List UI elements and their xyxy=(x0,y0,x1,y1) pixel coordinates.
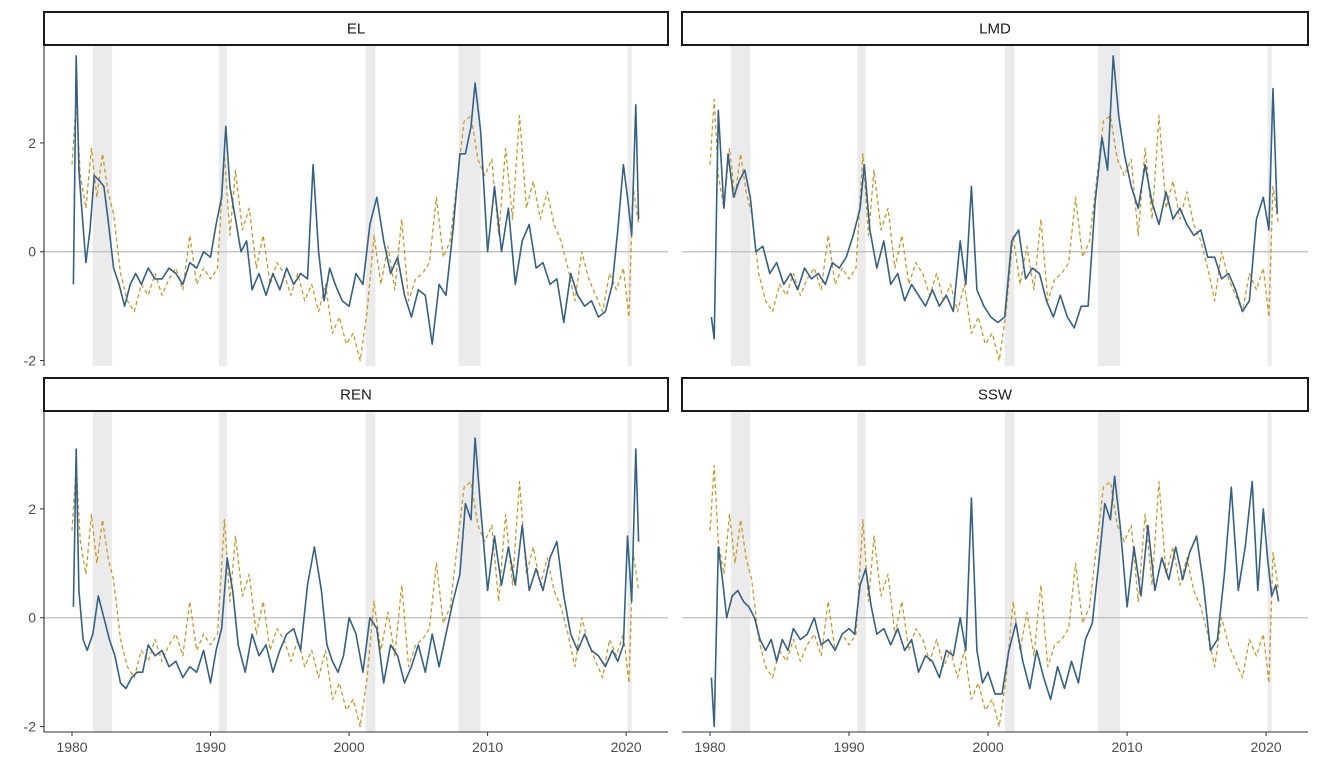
x-tick-label: 1980 xyxy=(56,739,87,755)
recession-band xyxy=(730,45,751,366)
x-tick-label: 2010 xyxy=(1111,739,1142,755)
series-line-benchmark xyxy=(71,464,640,728)
y-tick-label: 2 xyxy=(28,501,36,517)
facet-strip xyxy=(43,377,669,412)
recession-band xyxy=(857,411,866,732)
recession-band xyxy=(458,45,481,366)
recession-band xyxy=(1004,45,1015,366)
recession-band xyxy=(730,411,751,732)
series-group xyxy=(71,55,640,362)
recession-band xyxy=(218,411,228,732)
y-tick-label: 0 xyxy=(28,610,36,626)
series-line-benchmark xyxy=(709,464,1280,728)
series-line-model xyxy=(72,437,640,690)
x-tick-label: 2000 xyxy=(333,739,364,755)
recession-band xyxy=(92,411,113,732)
recession-band xyxy=(365,45,376,366)
panel-ren: -2 0 2 1980 1990 2000 2010 2020 REN xyxy=(24,377,669,755)
facet-strip-label: SSW xyxy=(978,387,1013,404)
facet-strip-label: REN xyxy=(340,387,372,404)
series-group xyxy=(709,464,1280,728)
facet-strip xyxy=(681,11,1309,46)
recession-band xyxy=(857,45,866,366)
panel-el: -2 0 2 EL xyxy=(24,11,669,369)
recession-band xyxy=(627,45,632,366)
series-group xyxy=(709,55,1280,362)
series-line-benchmark xyxy=(71,98,640,362)
x-tick-label: 1990 xyxy=(195,739,226,755)
y-tick-label: 2 xyxy=(28,135,36,151)
x-tick-label: 2020 xyxy=(611,739,642,755)
x-tick-label: 2000 xyxy=(972,739,1003,755)
recession-band xyxy=(1097,45,1121,366)
x-tick-label: 1990 xyxy=(833,739,864,755)
series-line-benchmark xyxy=(709,98,1280,362)
series-line-model xyxy=(710,475,1280,728)
facet-strip xyxy=(43,11,669,46)
recession-band xyxy=(218,45,228,366)
x-tick-label: 2010 xyxy=(472,739,503,755)
recession-band xyxy=(1004,411,1015,732)
recession-band xyxy=(458,411,481,732)
y-tick-label: -2 xyxy=(24,719,37,735)
facet-strip-label: LMD xyxy=(979,21,1011,38)
y-tick-label: -2 xyxy=(24,353,37,369)
facet-strip xyxy=(681,377,1309,412)
recession-band xyxy=(92,45,113,366)
x-tick-label: 2020 xyxy=(1251,739,1282,755)
y-tick-label: 0 xyxy=(28,244,36,260)
series-line-model xyxy=(72,55,640,346)
recession-band xyxy=(1097,411,1121,732)
x-tick-label: 1980 xyxy=(694,739,725,755)
facet-strip-label: EL xyxy=(347,21,365,38)
recession-band xyxy=(365,411,376,732)
series-group xyxy=(71,437,640,728)
panel-ssw: 1980 1990 2000 2010 2020 SSW xyxy=(681,377,1309,755)
series-line-model xyxy=(710,55,1278,340)
panel-lmd: LMD xyxy=(681,11,1309,366)
